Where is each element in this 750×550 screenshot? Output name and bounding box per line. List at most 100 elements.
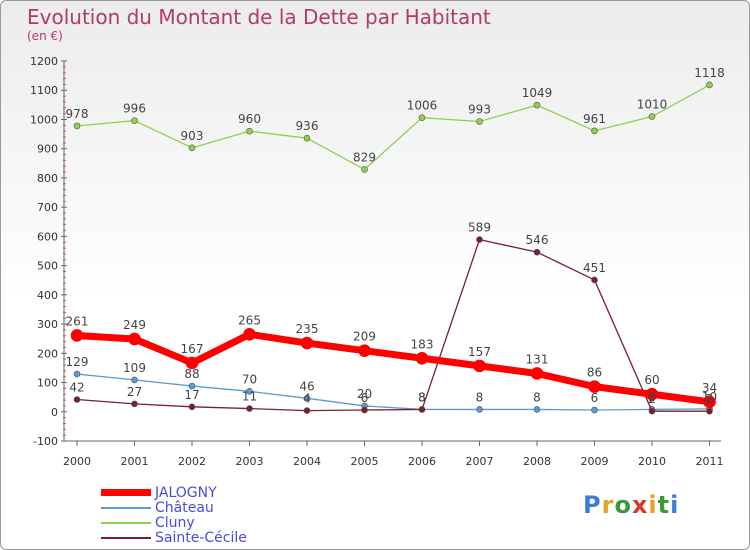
data-point-jalogny [473,359,486,373]
legend-item-ch-teau: Château [101,499,247,516]
y-tick-label: 0 [51,406,58,419]
data-point-cluny [303,134,311,142]
data-label-sainte-c-cile: 2 [648,392,656,406]
data-label-sainte-c-cile: 42 [69,380,84,394]
legend-swatch-ch-teau [101,506,151,509]
x-tick-label: 2008 [523,455,551,468]
data-point-jalogny [415,351,429,365]
x-tick-label: 2002 [178,455,206,468]
data-label-jalogny: 209 [353,330,376,344]
data-label-cluny: 1049 [522,86,553,100]
y-tick-label: 900 [37,143,58,156]
data-label-ch-teau: 109 [123,361,146,375]
chart-legend: JALOGNY Château Cluny Sainte-Cécile [101,485,247,546]
data-point-sainte-c-cile [188,403,196,411]
data-point-jalogny [645,387,659,401]
data-label-ch-teau: 8 [476,390,484,404]
x-tick-label: 2004 [293,455,321,468]
data-point-jalogny [70,329,84,342]
data-point-jalogny [300,336,314,350]
data-point-sainte-c-cile [303,407,311,414]
data-label-cluny: 996 [123,102,146,116]
data-point-cluny [476,118,483,125]
y-tick-label: 1000 [30,113,58,126]
data-label-ch-teau: 8 [648,390,656,404]
data-point-sainte-c-cile [533,248,541,256]
data-point-sainte-c-cile [418,406,426,413]
x-tick-label: 2007 [466,455,494,468]
data-label-jalogny: 34 [702,381,717,395]
data-point-cluny [706,81,713,89]
data-point-cluny [246,127,253,135]
data-label-ch-teau: 88 [184,367,199,381]
y-tick-label: 700 [37,201,58,214]
x-tick-label: 2009 [581,455,609,468]
series-line-sainte-c-cile [76,238,710,412]
legend-item-sainte-c-cile: Sainte-Cécile [101,530,247,546]
data-label-jalogny: 157 [468,345,491,359]
x-tick-label: 2005 [351,455,379,468]
data-label-sainte-c-cile: 2 [706,392,714,406]
data-label-cluny: 903 [181,129,204,143]
data-label-sainte-c-cile: 4 [303,392,311,406]
legend-swatch-cluny [101,521,151,524]
data-point-ch-teau [246,388,253,395]
data-point-ch-teau [533,406,541,413]
legend-item-jalogny: JALOGNY [101,485,247,501]
legend-label-ch-teau: Château [155,499,214,516]
data-point-sainte-c-cile [246,405,253,412]
data-point-sainte-c-cile [648,407,656,415]
data-label-cluny: 1006 [407,99,438,113]
data-point-sainte-c-cile [706,407,713,415]
data-point-cluny [418,114,426,122]
data-point-cluny [533,101,541,109]
data-label-sainte-c-cile: 27 [127,385,142,399]
data-label-jalogny: 183 [411,337,434,351]
data-label-ch-teau: 6 [591,391,599,405]
data-label-ch-teau: 20 [357,387,372,401]
data-point-cluny [648,113,656,120]
data-point-ch-teau [303,395,311,402]
y-tick-label: 200 [37,347,58,360]
data-point-ch-teau [188,382,196,390]
data-point-jalogny [530,367,544,380]
data-label-ch-teau: 46 [299,379,314,393]
data-label-cluny: 978 [66,107,89,121]
data-label-jalogny: 265 [238,313,261,327]
data-label-sainte-c-cile: 8 [418,390,426,404]
chart-title: Evolution du Montant de la Dette par Hab… [27,5,491,29]
x-tick-label: 2001 [121,455,149,468]
data-point-sainte-c-cile [73,396,81,403]
data-label-cluny: 1118 [694,66,725,80]
data-label-cluny: 936 [296,119,319,133]
data-label-cluny: 1010 [637,98,668,112]
series-line-cluny [76,84,710,171]
proxiti-logo: Proxiti [583,491,680,519]
legend-swatch-jalogny [101,489,151,496]
data-point-sainte-c-cile [476,236,483,243]
x-tick-label: 2006 [408,455,436,468]
y-tick-label: 300 [37,318,58,331]
y-tick-label: 1100 [30,84,58,97]
data-label-sainte-c-cile: 6 [361,391,369,405]
data-label-ch-teau: 10 [702,390,717,404]
data-point-sainte-c-cile [361,406,368,414]
data-label-cluny: 829 [353,150,376,164]
data-point-cluny [361,166,368,173]
data-point-sainte-c-cile [131,400,138,408]
data-point-ch-teau [131,376,138,384]
data-point-cluny [188,144,196,152]
x-tick-label: 2000 [63,455,91,468]
data-point-ch-teau [476,406,483,413]
data-point-jalogny [243,328,256,341]
data-label-jalogny: 131 [526,352,549,366]
data-point-cluny [73,122,81,130]
chart-subtitle: (en €) [27,29,63,43]
y-tick-label: -100 [33,435,58,448]
data-label-jalogny: 249 [123,318,146,332]
data-label-jalogny: 86 [587,366,602,380]
y-tick-label: 100 [37,377,58,390]
data-label-sainte-c-cile: 589 [468,221,491,235]
data-label-cluny: 993 [468,103,491,117]
